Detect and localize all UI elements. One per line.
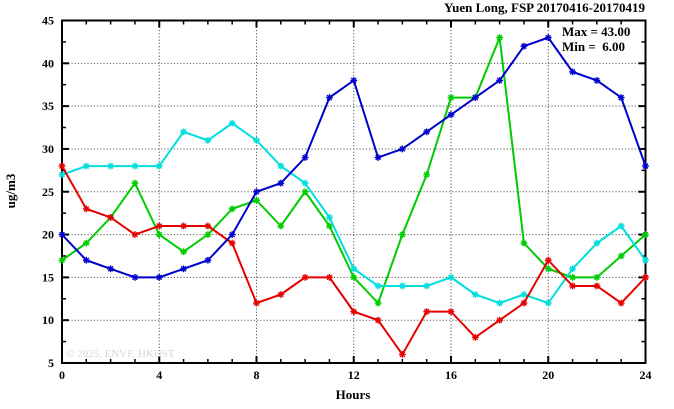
tick-label: 35 xyxy=(42,99,54,113)
tick-label: 16 xyxy=(445,368,457,382)
max-annotation: Max = 43.00 xyxy=(562,24,630,39)
tick-label: 15 xyxy=(42,270,54,284)
red-series xyxy=(58,162,649,358)
tick-label: 4 xyxy=(156,368,162,382)
watermark: © 2025, ENVF, HKUST xyxy=(66,348,175,360)
series-layer xyxy=(58,34,649,358)
tick-label: 45 xyxy=(42,14,54,28)
tick-label: 10 xyxy=(42,313,54,327)
tick-label: 30 xyxy=(42,142,54,156)
blue-series xyxy=(58,34,649,281)
y-axis-label: ug/m3 xyxy=(3,173,18,208)
x-axis-label: Hours xyxy=(336,387,371,402)
chart-title: Yuen Long, FSP 20170416-20170419 xyxy=(444,0,646,15)
tick-label: 20 xyxy=(42,228,54,242)
tick-label: 25 xyxy=(42,185,54,199)
min-annotation: Min = 6.00 xyxy=(562,39,625,54)
cyan-series xyxy=(58,119,649,307)
tick-label: 20 xyxy=(542,368,554,382)
tick-label: 12 xyxy=(348,368,360,382)
axis-layer: 0 4 8 12 16 20 24 5 10 15 20 25 30 35 40 45 xyxy=(42,14,652,383)
tick-label: 0 xyxy=(59,368,65,382)
green-series xyxy=(58,34,649,307)
tick-label: 24 xyxy=(640,368,652,382)
tick-label: 40 xyxy=(42,56,54,70)
tick-label: 8 xyxy=(254,368,260,382)
tick-label: 5 xyxy=(48,356,54,370)
